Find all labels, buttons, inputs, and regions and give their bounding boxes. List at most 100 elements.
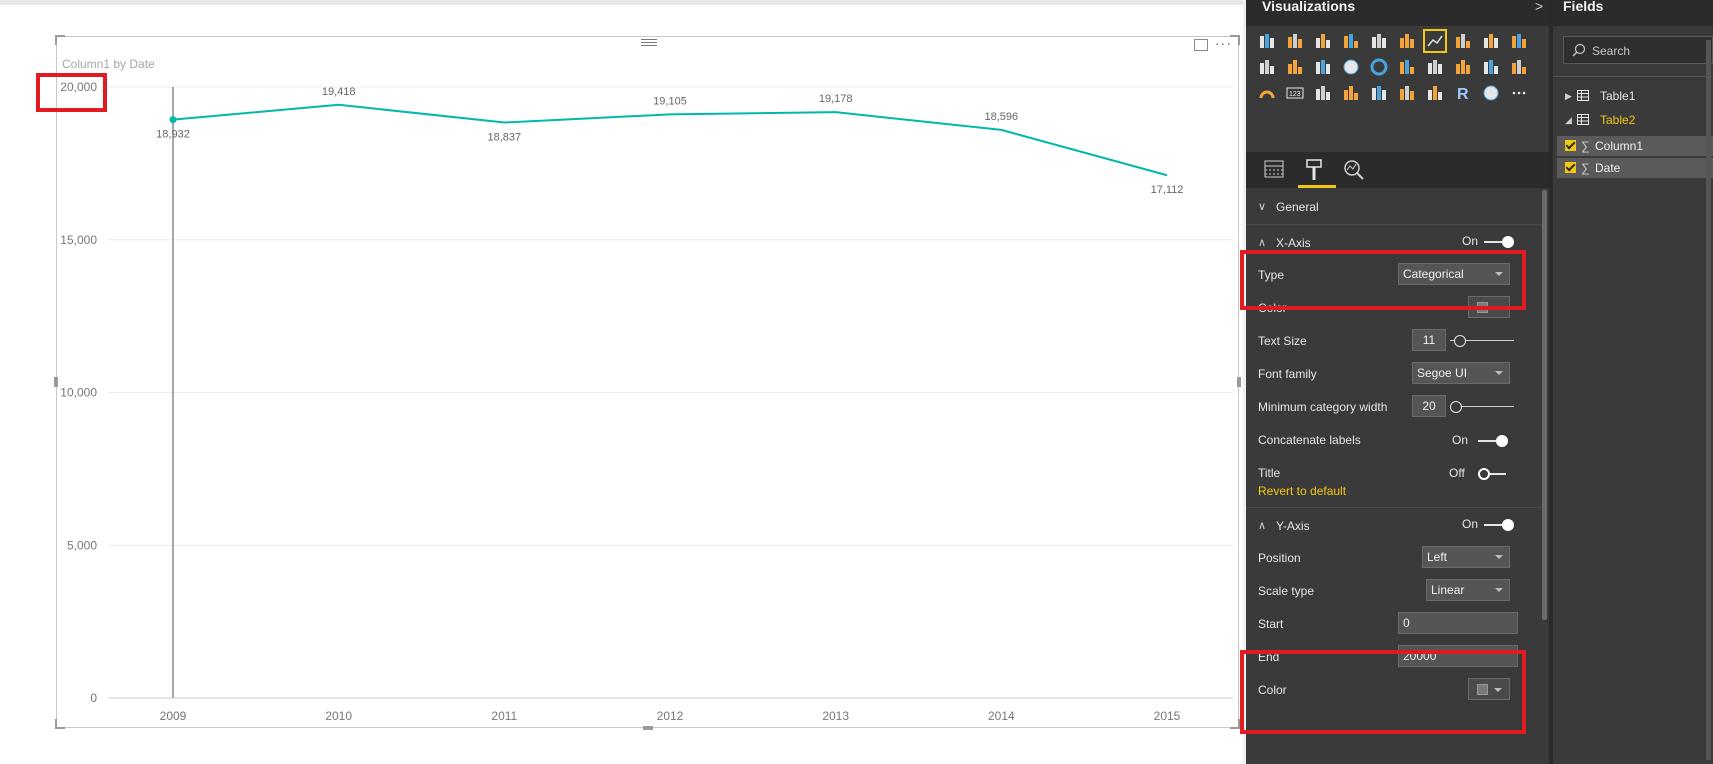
visualizations-title: Visualizations (1262, 0, 1356, 14)
checkbox-checked-icon[interactable] (1565, 140, 1576, 151)
divider (1246, 507, 1542, 508)
resize-handle-right[interactable] (1237, 377, 1241, 387)
kpi-icon[interactable] (1342, 84, 1360, 102)
xaxis-section-header[interactable]: ∧ X-Axis On (1246, 226, 1542, 260)
donut-icon[interactable] (1370, 58, 1388, 76)
xaxis-type-dropdown[interactable]: Categorical (1398, 263, 1510, 285)
general-section-header[interactable]: ∨ General (1246, 190, 1542, 224)
slicer-icon[interactable] (1370, 84, 1388, 102)
focus-mode-icon[interactable] (1194, 39, 1208, 51)
resize-handle-bottom-left[interactable] (55, 719, 65, 729)
funnel-icon[interactable] (1510, 58, 1528, 76)
title-state-label: Off (1449, 466, 1465, 480)
card-icon[interactable]: 123 (1286, 84, 1304, 102)
y-tick-label: 5,000 (67, 538, 97, 552)
field-item-column1[interactable]: ∑ Column1 (1557, 136, 1713, 156)
area-chart-icon[interactable] (1454, 32, 1472, 50)
yaxis-section-header[interactable]: ∧ Y-Axis On (1246, 509, 1542, 543)
line-column-icon[interactable] (1510, 32, 1528, 50)
shape-map-icon[interactable] (1482, 58, 1500, 76)
checkbox-checked-icon[interactable] (1565, 162, 1576, 173)
table-icon[interactable] (1398, 84, 1416, 102)
analytics-tab-icon[interactable] (1342, 158, 1372, 184)
line-chart: 0 5,000 10,000 15,000 20,000 2009 2010 2011 2012… (60, 80, 1233, 723)
filled-map-icon[interactable] (1454, 58, 1472, 76)
field-item-date[interactable]: ∑ Date (1557, 158, 1713, 178)
data-label: 19,418 (322, 86, 356, 98)
color-swatch-icon (1477, 684, 1488, 695)
resize-handle-top-left[interactable] (55, 35, 65, 45)
more-options-icon[interactable]: ··· (1215, 35, 1232, 51)
xaxis-mincat-slider[interactable] (1450, 401, 1514, 413)
resize-handle-bottom[interactable] (643, 726, 653, 730)
scatter-icon[interactable] (1314, 58, 1332, 76)
table-node-table1[interactable]: ▶ Table1 (1553, 85, 1713, 107)
multirow-card-icon[interactable] (1314, 84, 1332, 102)
x-tick-label: 2012 (657, 709, 684, 723)
xaxis-textsize-slider[interactable] (1450, 335, 1514, 347)
table-node-table2[interactable]: ◢ Table2 (1553, 109, 1713, 131)
yaxis-color-picker[interactable] (1468, 678, 1510, 700)
stacked-column-icon[interactable] (1286, 32, 1304, 50)
table-icon (1577, 114, 1589, 125)
gauge-icon[interactable] (1258, 84, 1276, 102)
100-bar-icon[interactable] (1370, 32, 1388, 50)
xaxis-toggle[interactable] (1484, 236, 1514, 248)
chevron-down-icon (1494, 688, 1502, 692)
format-pane-scrollbar[interactable] (1542, 190, 1547, 620)
xaxis-font-dropdown[interactable]: Segoe UI (1412, 362, 1510, 384)
yaxis-start-row: Start 0 (1246, 609, 1542, 639)
yaxis-position-dropdown[interactable]: Left (1422, 546, 1510, 568)
more-icon[interactable] (1510, 84, 1528, 102)
data-label: 17,112 (1151, 184, 1184, 196)
data-label: 18,837 (488, 132, 522, 144)
100-column-icon[interactable] (1398, 32, 1416, 50)
table-name: Table2 (1600, 113, 1636, 127)
line-chart-visual[interactable]: ··· Column1 by Date (54, 35, 1241, 730)
map-icon[interactable] (1426, 58, 1444, 76)
visual-title: Column1 by Date (62, 57, 155, 71)
xaxis-mincat-input[interactable]: 20 (1412, 395, 1446, 417)
line-chart-icon[interactable] (1423, 29, 1447, 53)
x-tick-label: 2010 (325, 709, 352, 723)
stacked-bar-icon[interactable] (1258, 32, 1276, 50)
yaxis-scale-dropdown[interactable]: Linear (1426, 579, 1510, 601)
fields-tab-icon[interactable] (1262, 158, 1292, 184)
fields-search-input[interactable]: Search (1563, 36, 1713, 64)
xaxis-textsize-row: Text Size 11 (1246, 326, 1542, 356)
chevron-down-icon (1495, 272, 1503, 276)
yaxis-color-label: Color (1258, 683, 1287, 697)
title-toggle[interactable] (1478, 468, 1508, 480)
clustered-bar-icon[interactable] (1314, 32, 1332, 50)
pane-tabs (1246, 152, 1549, 188)
pie-icon[interactable] (1342, 58, 1360, 76)
concat-toggle[interactable] (1478, 435, 1508, 447)
yaxis-scale-value: Linear (1431, 583, 1465, 597)
table-name: Table1 (1600, 89, 1636, 103)
ribbon-icon[interactable] (1286, 58, 1304, 76)
collapse-chevron-icon[interactable]: > (1534, 0, 1543, 14)
collapse-chevron-icon: ∧ (1258, 520, 1267, 532)
globe-icon[interactable] (1482, 84, 1500, 102)
resize-handle-left[interactable] (54, 377, 58, 387)
yaxis-toggle[interactable] (1484, 519, 1514, 531)
drag-grip-icon[interactable] (641, 37, 657, 49)
yaxis-scale-row: Scale type Linear (1246, 576, 1542, 606)
line-clustered-column-icon[interactable] (1258, 58, 1276, 76)
resize-handle-bottom-right[interactable] (1230, 719, 1240, 729)
yaxis-start-input[interactable]: 0 (1398, 612, 1518, 634)
r-visual-icon[interactable]: R (1454, 84, 1472, 103)
matrix-icon[interactable] (1426, 84, 1444, 102)
fields-scrollbar[interactable] (1706, 40, 1711, 760)
chevron-down-icon (1495, 555, 1503, 559)
clustered-column-icon[interactable] (1342, 32, 1360, 50)
x-tick-label: 2015 (1154, 709, 1181, 723)
xaxis-textsize-input[interactable]: 11 (1412, 329, 1446, 351)
xaxis-textsize-label: Text Size (1258, 334, 1307, 348)
format-tab-icon[interactable] (1298, 158, 1336, 188)
highlight-box-ymax (36, 73, 107, 112)
revert-to-default-link[interactable]: Revert to default (1258, 484, 1347, 498)
stacked-area-icon[interactable] (1482, 32, 1500, 50)
resize-handle-top-right[interactable] (1230, 35, 1240, 45)
treemap-icon[interactable] (1398, 58, 1416, 76)
